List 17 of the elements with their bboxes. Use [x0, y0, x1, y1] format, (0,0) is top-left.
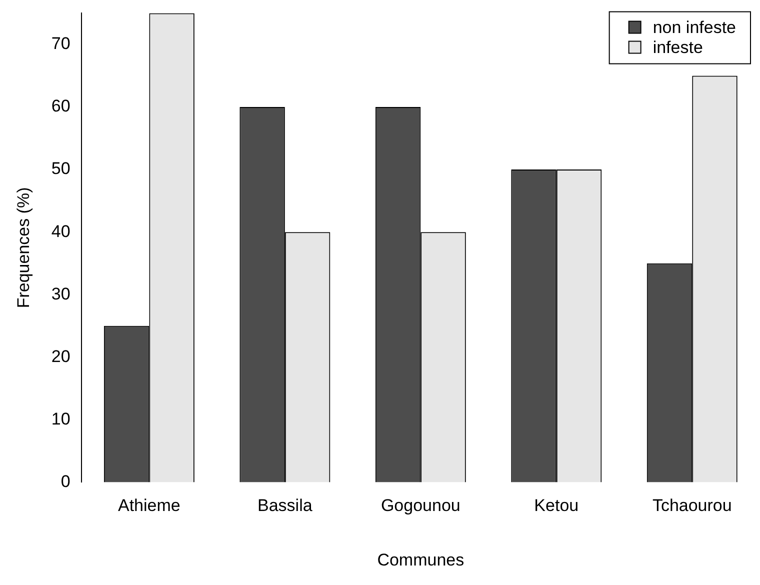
legend-label: non infeste: [652, 18, 736, 37]
y-axis-title: Frequences (%): [14, 187, 33, 308]
y-tick-label: 40: [51, 222, 70, 241]
x-tick-label: Ketou: [534, 496, 579, 516]
y-tick-label: 50: [51, 159, 70, 178]
y-tick-label: 30: [51, 284, 70, 304]
y-tick-label: 20: [51, 346, 70, 366]
x-tick-label: Tchaourou: [652, 496, 732, 516]
y-tick-label: 0: [60, 472, 70, 491]
x-tick-label: Bassila: [258, 496, 313, 516]
legend-label: infeste: [652, 38, 703, 57]
y-tick-label: 10: [51, 409, 70, 428]
x-axis-title: Communes: [377, 550, 464, 570]
x-tick-label: Athieme: [118, 496, 180, 516]
y-tick-label: 60: [51, 96, 70, 116]
y-tick-label: 70: [51, 34, 70, 54]
x-tick-label: Gogounou: [380, 496, 460, 516]
